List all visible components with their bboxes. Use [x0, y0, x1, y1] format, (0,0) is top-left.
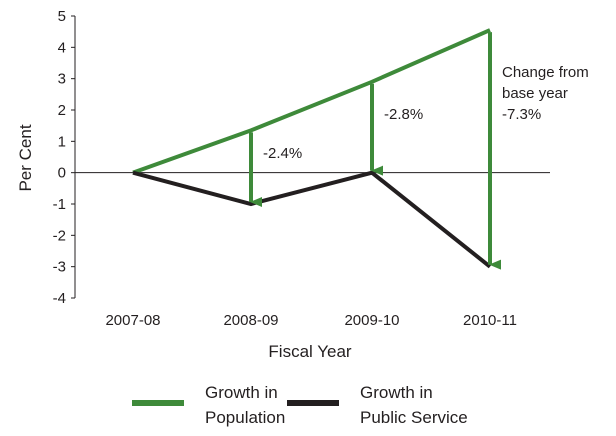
- x-tick-label: 2009-10: [344, 312, 399, 329]
- legend-label: Growth in: [360, 383, 433, 402]
- gap-label-2010-11: base year: [502, 85, 568, 102]
- x-axis-title: Fiscal Year: [268, 342, 351, 361]
- y-ticks: 5 4 3 2 1 0 -1 -2 -3 -4: [53, 8, 75, 307]
- x-ticks: 2007-08 2008-09 2009-10 2010-11: [105, 312, 517, 329]
- y-tick-label: -1: [53, 196, 66, 213]
- legend-label: Growth in: [205, 383, 278, 402]
- legend-label: Public Service: [360, 408, 468, 427]
- population-growth-line: [132, 28, 491, 175]
- y-tick-label: 5: [58, 8, 66, 25]
- x-tick-label: 2010-11: [463, 312, 517, 329]
- y-tick-label: 4: [58, 39, 66, 56]
- y-tick-label: 3: [58, 71, 66, 88]
- y-tick-label: -3: [53, 259, 66, 276]
- x-tick-label: 2007-08: [105, 312, 160, 329]
- y-tick-label: 1: [58, 133, 66, 150]
- legend-label: Population: [205, 408, 285, 427]
- gap-label-2010-11: Change from: [502, 64, 589, 81]
- gap-arrows: -2.4% -2.8% Change from base year -7.3%: [249, 32, 589, 270]
- y-tick-label: 0: [58, 165, 66, 182]
- y-tick-label: -2: [53, 227, 66, 244]
- x-tick-label: 2008-09: [223, 312, 278, 329]
- series: [132, 28, 492, 269]
- axes: [74, 16, 550, 298]
- gap-label-2010-11: -7.3%: [502, 106, 541, 123]
- legend: Growth in Population Growth in Public Servi…: [132, 383, 468, 427]
- gap-label-2009-10: -2.8%: [384, 106, 423, 123]
- y-axis-title: Per Cent: [16, 124, 35, 191]
- public-service-growth-line: [132, 170, 492, 269]
- y-tick-label: -4: [53, 290, 66, 307]
- y-tick-label: 2: [58, 102, 66, 119]
- gap-label-2008-09: -2.4%: [263, 145, 302, 162]
